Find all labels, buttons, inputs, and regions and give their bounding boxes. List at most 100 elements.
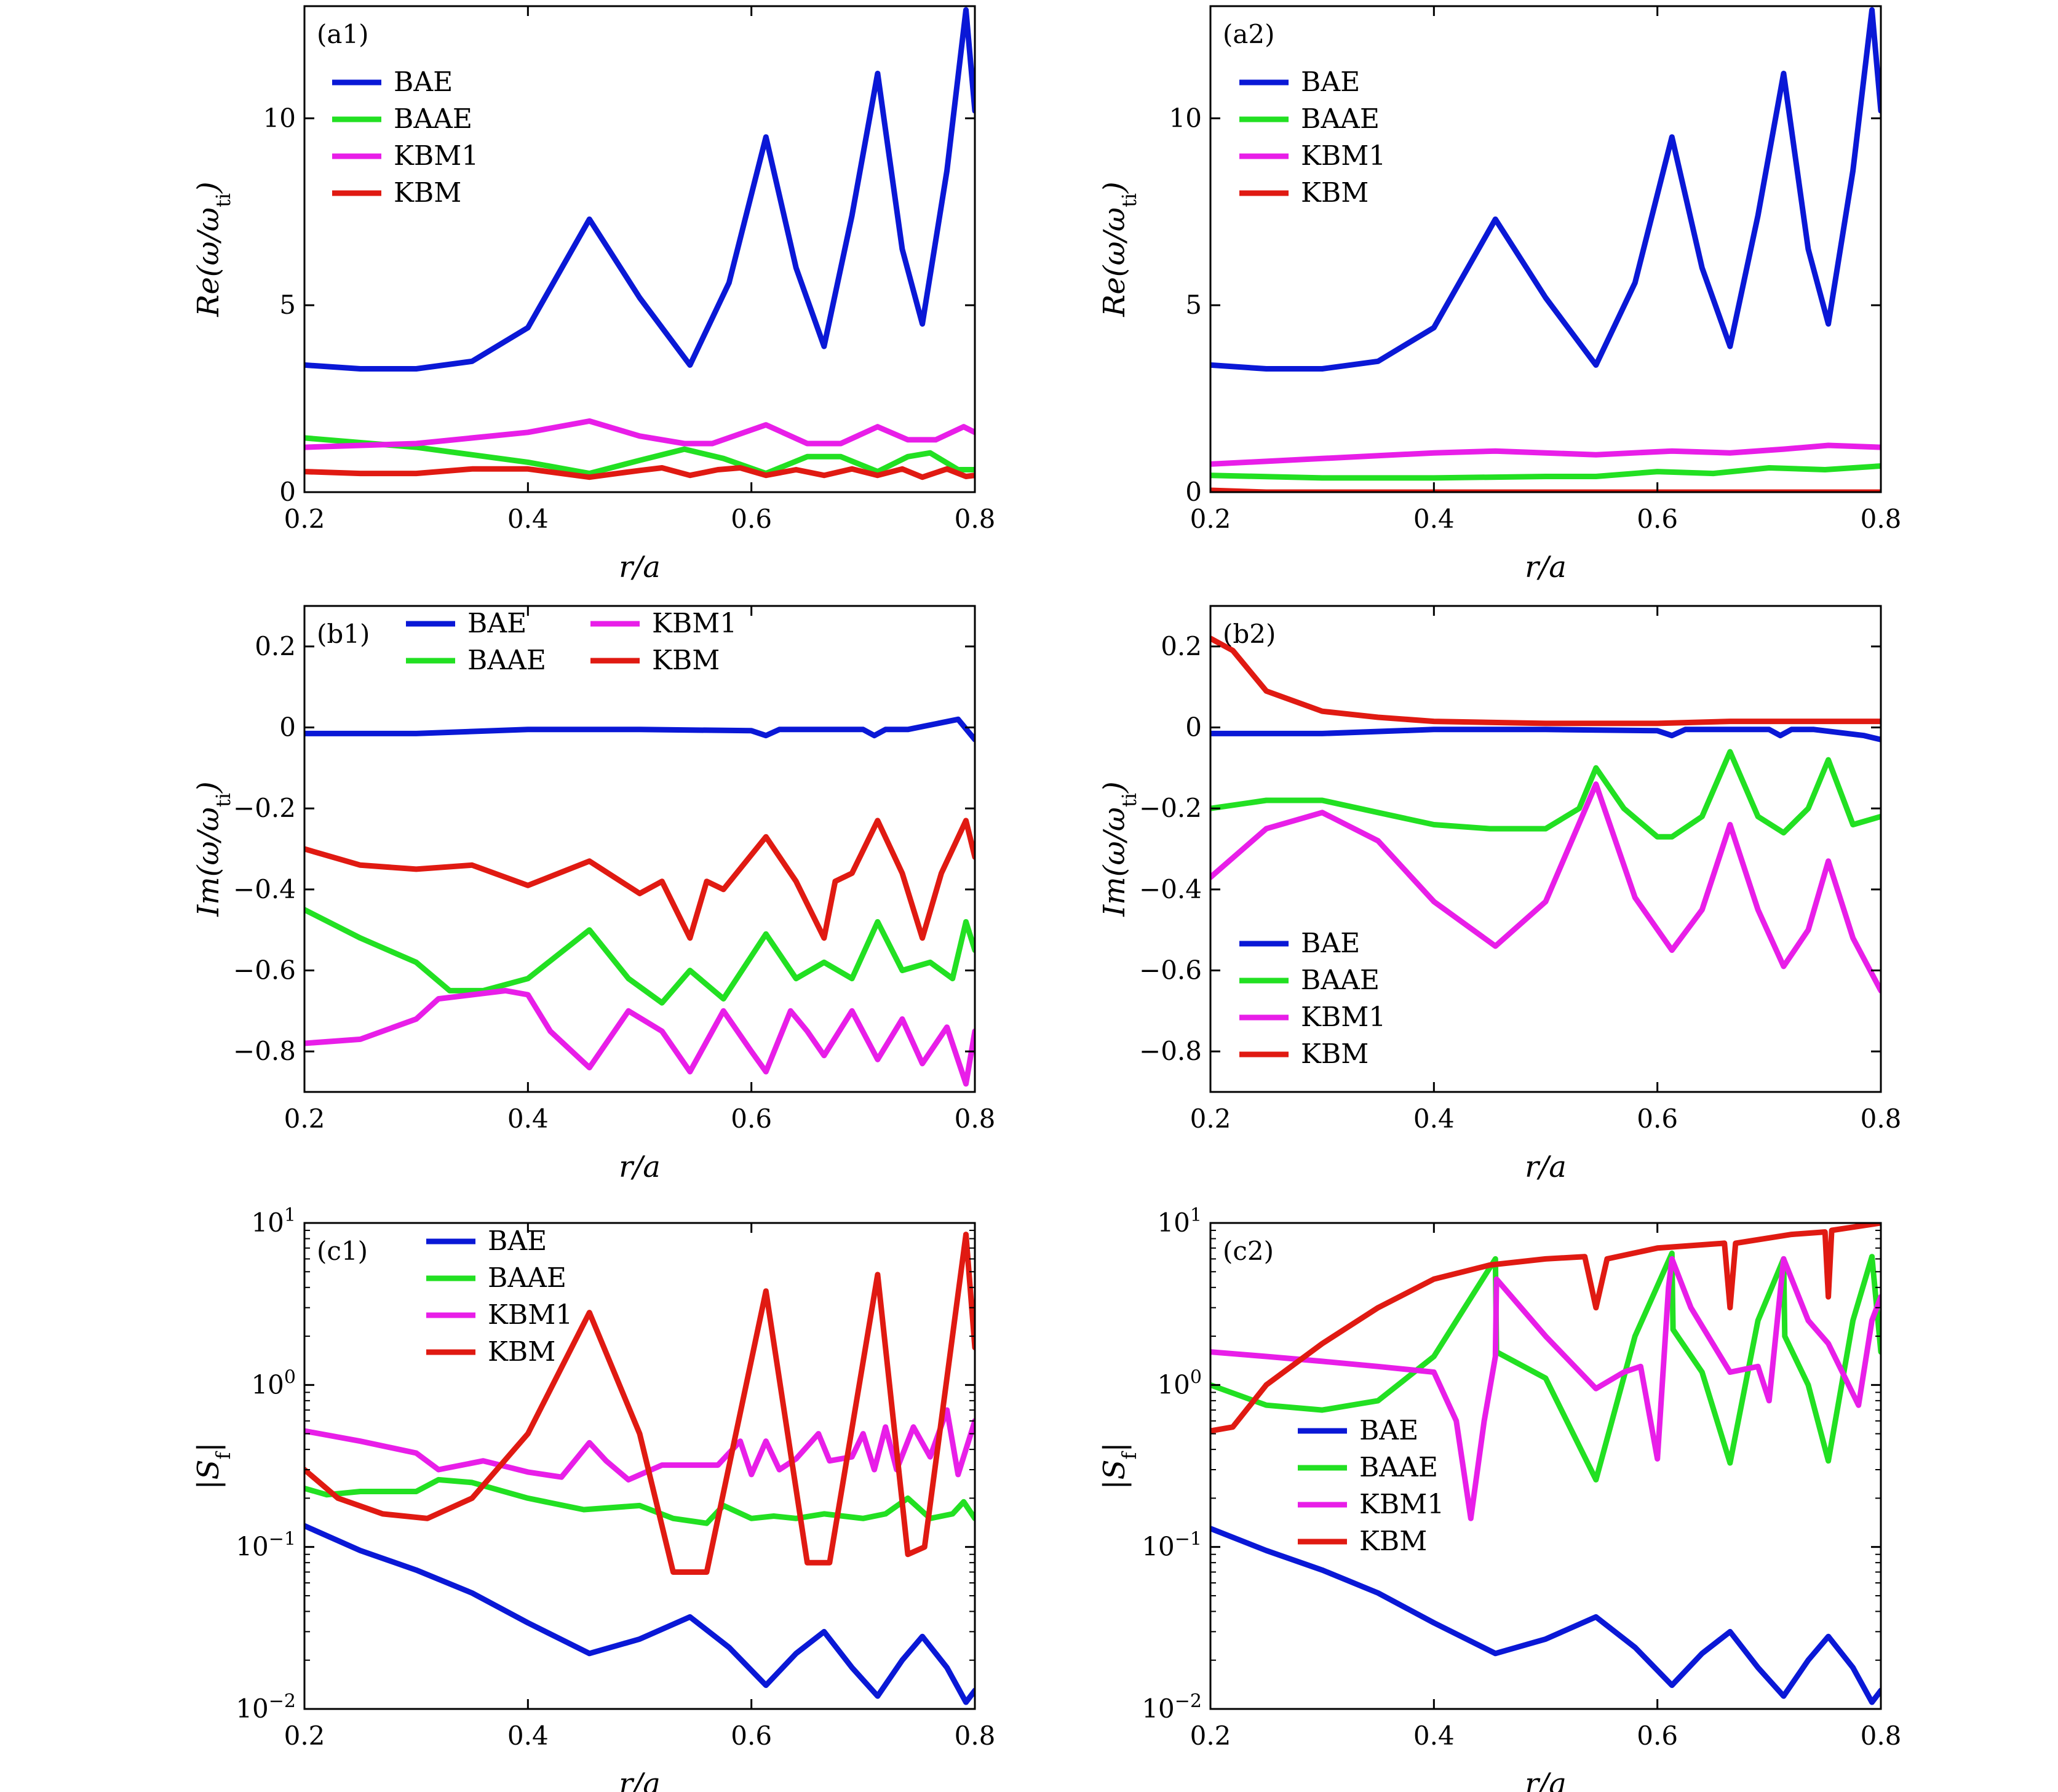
panel-label: (c1) [317,1236,368,1266]
panel-label: (a2) [1223,19,1275,49]
chart-panel-c1: 0.2 0.4 0.6 0.8 10−2 10−1 100 101 r/a |Sf| (c1) BAE… [191,1205,995,1792]
plot-frame [303,5,976,493]
x-tick-label: 0.8 [1861,1104,1902,1134]
legend-label-kbm: KBM [1301,1038,1369,1070]
x-tick-label: 0.2 [1190,504,1231,534]
x-tick-label: 0.8 [955,1104,996,1134]
legend-label-baae: BAAE [1301,965,1380,996]
series-line-kbm [304,1232,975,1575]
legend-label-bae: BAE [467,608,526,639]
series-group [1210,1223,1881,1705]
legend-label-baae: BAAE [394,103,472,135]
series-line-baae [1210,463,1881,481]
series-line-baae [304,907,975,1006]
chart-panel-c2: 0.2 0.4 0.6 0.8 10−2 10−1 100 101 r/a |Sf| (c2) BAE… [1097,1205,1901,1792]
legend-label-bae: BAE [1359,1415,1418,1446]
x-tick-label: 0.2 [1190,1721,1231,1751]
x-axis-label: r/a [619,1150,661,1184]
x-axis-label: r/a [1525,550,1567,584]
x-tick-label: 0.2 [284,1721,325,1751]
legend: BAE BAAE KBM1 KBM [1239,928,1386,1070]
y-tick-label: 0 [1185,712,1202,743]
legend-label-kbm: KBM [1301,177,1369,209]
plot-frame [1209,605,1882,1093]
x-tick-label: 0.2 [1190,1104,1231,1134]
y-axis-label: Im(ω/ωti) [1097,781,1141,917]
x-tick-label: 0.4 [507,1104,549,1134]
x-tick-label: 0.6 [1637,1104,1678,1134]
panel-label: (c2) [1223,1236,1274,1266]
chart-panel-a1: 0.2 0.4 0.6 0.8 0 5 10 r/a Re(ω/ωti) (a1) BAE BAAE K… [191,5,995,584]
chart-panel-a2: 0.2 0.4 0.6 0.8 0 5 10 r/a Re(ω/ωti) (a2) BAE BAAE K… [1097,5,1902,584]
x-tick-label: 0.4 [1413,504,1455,534]
x-axis-label: r/a [619,1767,661,1792]
y-axis-label: |Sf| [1097,1442,1141,1489]
y-axis-label: Re(ω/ωti) [1097,181,1141,317]
legend: BAE BAAE KBM1 KBM [426,1225,573,1368]
y-tick-label: −0.4 [233,874,296,904]
y-tick-label: −0.8 [1139,1036,1202,1066]
legend-label-kbm1: KBM1 [488,1299,573,1331]
y-tick-label: −0.6 [1139,955,1202,986]
legend-label-baae: BAAE [488,1262,566,1294]
y-tick-label: 10 [263,103,296,133]
series-line-baae [1210,749,1881,840]
series-group [304,716,975,1087]
x-tick-label: 0.6 [1637,1721,1678,1751]
series-line-bae [1210,1526,1881,1705]
legend-label-bae: BAE [488,1225,547,1257]
y-tick-label: 10 [1169,103,1202,133]
series-line-kbm1 [1210,781,1881,994]
x-tick-label: 0.4 [1413,1104,1455,1134]
legend-label-kbm1: KBM1 [1301,140,1386,172]
x-tick-label: 0.8 [1861,504,1902,534]
series-line-bae [1210,7,1881,372]
x-tick-label: 0.8 [955,1721,996,1751]
x-tick-label: 0.4 [507,504,549,534]
legend-label-kbm: KBM [488,1336,555,1368]
legend-label-kbm1: KBM1 [1301,1002,1386,1033]
series-line-kbm [1210,1223,1881,1434]
y-tick-label: 100 [251,1366,296,1400]
y-axis-label: Im(ω/ωti) [191,781,235,917]
x-tick-label: 0.2 [284,1104,325,1134]
legend: BAE KBM1 BAAE KBM [406,608,737,676]
y-tick-label: −0.6 [233,955,296,986]
y-tick-label: 100 [1157,1366,1202,1400]
legend-label-bae: BAE [394,66,453,98]
y-tick-label: 10−2 [236,1690,296,1724]
y-tick-label: 0 [1185,477,1202,507]
series-line-kbm1 [1210,1256,1881,1521]
x-tick-label: 0.6 [731,504,772,534]
legend-label-baae: BAAE [467,645,546,676]
series-line-bae [1210,727,1881,743]
legend-label-bae: BAE [1301,928,1360,959]
series-line-kbm [304,818,975,941]
x-axis-label: r/a [1525,1150,1567,1184]
y-tick-label: −0.8 [233,1036,296,1066]
plot-frame [1209,5,1882,493]
x-tick-label: 0.6 [731,1104,772,1134]
legend-label-kbm: KBM [394,177,461,209]
series-group [304,7,975,480]
x-tick-label: 0.2 [284,504,325,534]
legend-label-baae: BAAE [1359,1452,1438,1483]
series-line-kbm1 [304,987,975,1087]
legend-label-baae: BAAE [1301,103,1380,135]
series-line-bae [304,1523,975,1705]
series-line-bae [304,716,975,743]
series-line-baae [1210,1250,1881,1483]
legend-label-kbm1: KBM1 [394,140,479,172]
y-tick-label: −0.2 [1139,793,1202,823]
series-line-kbm [1210,635,1881,727]
legend-label-kbm1: KBM1 [1359,1489,1444,1520]
panel-label: (b1) [317,619,370,649]
series-group [304,1232,975,1705]
legend-label-kbm: KBM [652,645,720,676]
y-tick-label: −0.2 [233,793,296,823]
y-tick-label: 5 [279,290,296,320]
legend: BAE BAAE KBM1 KBM [1298,1415,1444,1557]
y-tick-label: 0 [279,712,296,743]
legend-label-kbm1: KBM1 [652,608,737,639]
